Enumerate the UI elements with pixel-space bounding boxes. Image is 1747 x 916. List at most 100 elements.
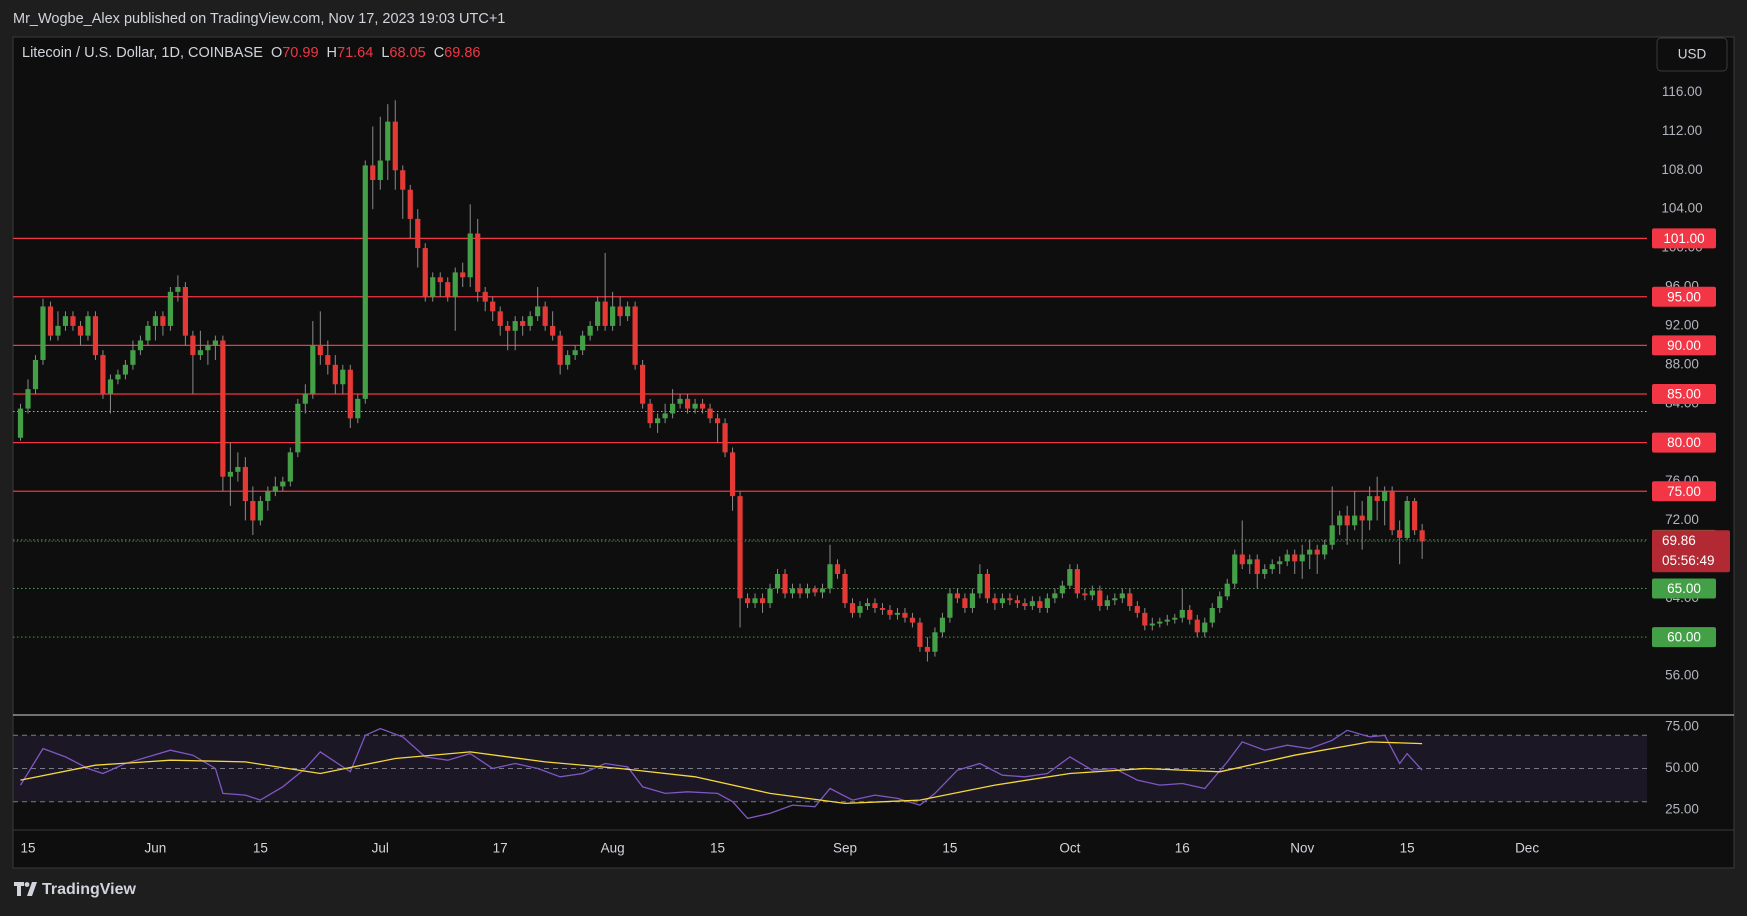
candle-body xyxy=(954,593,961,599)
candle-body xyxy=(1299,554,1305,562)
candle-body xyxy=(669,403,676,414)
candle-body xyxy=(1209,607,1215,623)
candle-body xyxy=(220,340,226,477)
candle-body xyxy=(272,486,278,492)
candle-body xyxy=(325,355,331,365)
candle-body xyxy=(340,369,346,385)
ohlc-label: O xyxy=(271,45,282,61)
candle-body xyxy=(115,374,121,380)
candle-body xyxy=(580,335,586,351)
candle-body xyxy=(257,500,263,521)
candle-body xyxy=(107,379,114,394)
candle-body xyxy=(70,316,76,326)
candle-body xyxy=(400,170,406,190)
candle-body xyxy=(722,423,728,453)
brand: TradingView xyxy=(14,881,137,898)
candle-body xyxy=(385,121,391,161)
candle-body xyxy=(924,646,931,652)
candle-body xyxy=(1014,600,1020,604)
candle-body xyxy=(527,316,533,326)
candle-body xyxy=(1277,561,1283,565)
candle-body xyxy=(1052,593,1058,599)
chart-panel xyxy=(12,36,1735,869)
candle-body xyxy=(1419,530,1425,542)
y-tick-label: 25.00 xyxy=(1665,802,1699,817)
candle-body xyxy=(1164,619,1170,622)
candle-body xyxy=(1089,590,1095,596)
candle-body xyxy=(310,345,316,394)
ohlc-value: 70.99 xyxy=(282,45,318,61)
candle-body xyxy=(849,603,856,613)
candle-body xyxy=(699,403,706,409)
candle-body xyxy=(1194,619,1200,633)
level-label: 80.00 xyxy=(1667,435,1701,450)
candle-body xyxy=(415,218,421,249)
title: Litecoin / U.S. Dollar, 1D, COINBASE xyxy=(22,45,263,61)
candle-body xyxy=(887,609,893,615)
candle-body xyxy=(595,301,601,326)
level-label: 75.00 xyxy=(1667,484,1701,499)
candle-body xyxy=(332,364,338,385)
candle-body xyxy=(302,393,308,404)
candle-body xyxy=(445,282,451,297)
candle-body xyxy=(1044,598,1050,608)
candle-body xyxy=(205,345,211,351)
candle-body xyxy=(932,632,938,652)
x-tick-label: Jul xyxy=(372,841,389,856)
candle-body xyxy=(1029,601,1035,607)
candle-body xyxy=(677,398,683,404)
candle-body xyxy=(430,277,436,297)
candle-body xyxy=(1374,496,1380,501)
candle-body xyxy=(542,306,548,326)
candle-body xyxy=(565,355,571,365)
candle-body xyxy=(347,369,353,419)
x-tick-label: Sep xyxy=(833,841,857,856)
candle-body xyxy=(452,272,458,297)
currency-button-box[interactable] xyxy=(1656,37,1728,72)
candle-body xyxy=(505,325,511,331)
candle-body xyxy=(939,617,946,633)
level-label: 95.00 xyxy=(1667,289,1701,304)
candle-body xyxy=(1382,491,1388,501)
candle-body xyxy=(227,471,233,477)
ohlc-value: 71.64 xyxy=(337,45,373,61)
candle-body xyxy=(152,316,159,326)
candle-body xyxy=(999,598,1005,604)
currency-button[interactable]: USD xyxy=(1656,37,1728,72)
candle-body xyxy=(647,403,653,424)
level-label-box xyxy=(1652,286,1716,307)
level-label: 85.00 xyxy=(1667,387,1701,402)
symbol-header: Litecoin / U.S. Dollar, 1D, COINBASE O70.… xyxy=(22,45,480,61)
candle-body xyxy=(512,321,518,331)
level-label: 65.00 xyxy=(1667,581,1701,596)
candle-body xyxy=(812,588,818,593)
candle-body xyxy=(317,345,323,356)
candle-body xyxy=(1074,569,1080,594)
currency-label[interactable]: USD xyxy=(1678,47,1707,62)
x-tick-label: Jun xyxy=(145,841,167,856)
candle-body xyxy=(437,277,443,283)
candle-body xyxy=(1412,500,1418,531)
brand-logo-dot xyxy=(24,882,30,887)
indicator-line xyxy=(19,727,1423,820)
candle-body xyxy=(1254,559,1260,574)
level-label: 101.00 xyxy=(1663,231,1704,246)
publisher-line: Mr_Wogbe_Alex published on TradingView.c… xyxy=(13,11,505,27)
ohlc-label: H xyxy=(327,45,337,61)
candle-body xyxy=(1269,564,1275,570)
candle-body xyxy=(1307,549,1313,555)
candle-body xyxy=(475,233,481,292)
candle-body xyxy=(1397,530,1403,538)
candle-body xyxy=(879,607,886,610)
candle-body xyxy=(1322,544,1328,555)
y-tick-label: 50.00 xyxy=(1665,760,1699,775)
candle-body xyxy=(32,359,39,390)
candle-body xyxy=(47,306,54,336)
candle-body xyxy=(984,573,991,599)
candle-body xyxy=(1217,596,1223,608)
candle-body xyxy=(422,248,428,297)
brand-logo xyxy=(14,882,37,896)
candle-body xyxy=(714,418,721,424)
y-tick-label: 75.00 xyxy=(1665,719,1699,734)
